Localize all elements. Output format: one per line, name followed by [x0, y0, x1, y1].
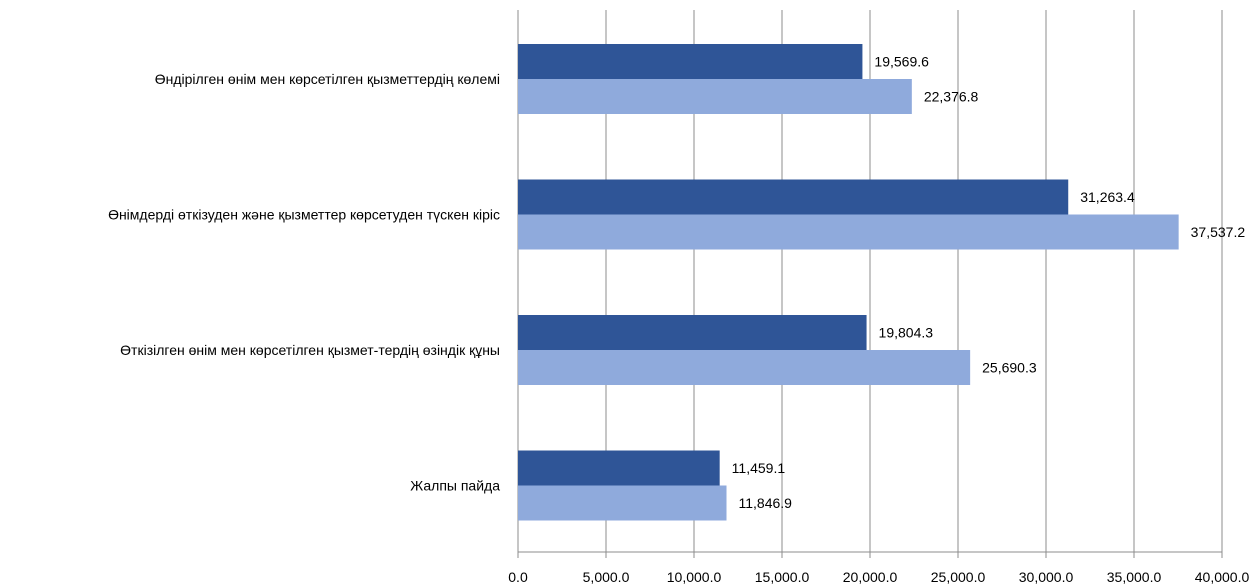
data-label: 31,263.4 — [1080, 189, 1135, 205]
x-tick-label: 35,000.0 — [1107, 569, 1162, 584]
bars — [518, 44, 1179, 521]
x-tick-label: 10,000.0 — [667, 569, 722, 584]
bar-series-1 — [518, 179, 1069, 215]
x-tick-label: 20,000.0 — [843, 569, 898, 584]
bar-series-2 — [518, 79, 912, 114]
data-label: 19,569.6 — [874, 54, 929, 70]
data-label: 11,459.1 — [732, 460, 786, 476]
data-labels: 19,569.6 22,376.8 31,263.4 37,537.2 19,804.3… — [732, 54, 1246, 512]
category-labels: Өндірілген өнім мен көрсетілген қызметте… — [108, 71, 500, 494]
bar-series-1 — [518, 44, 863, 79]
bar-series-2 — [518, 485, 727, 521]
category-label: Өткізілген өнім мен көрсетілген қызмет-т… — [120, 342, 500, 358]
data-label: 25,690.3 — [982, 360, 1037, 376]
category-label: Өндірілген өнім мен көрсетілген қызметте… — [155, 71, 500, 87]
x-tick-label: 40,000.0 — [1195, 569, 1250, 584]
bar-series-2 — [518, 214, 1179, 250]
x-tick-label: 30,000.0 — [1019, 569, 1074, 584]
x-tick-labels: 0.0 5,000.0 10,000.0 15,000.0 20,000.0 25,000… — [508, 569, 1249, 584]
data-label: 22,376.8 — [924, 89, 979, 105]
bar-series-2 — [518, 350, 971, 385]
bar-series-1 — [518, 315, 867, 350]
bar-series-1 — [518, 450, 720, 486]
category-label: Өнімдерді өткізуден және қызметтер көрсе… — [108, 207, 500, 223]
data-label: 19,804.3 — [879, 325, 934, 341]
data-label: 37,537.2 — [1191, 224, 1246, 240]
category-label: Жалпы пайда — [410, 478, 500, 494]
x-tick-label: 5,000.0 — [583, 569, 630, 584]
x-tick-label: 25,000.0 — [931, 569, 986, 584]
x-tick-label: 15,000.0 — [755, 569, 810, 584]
x-tick-label: 0.0 — [508, 569, 528, 584]
data-label: 11,846.9 — [739, 495, 793, 511]
